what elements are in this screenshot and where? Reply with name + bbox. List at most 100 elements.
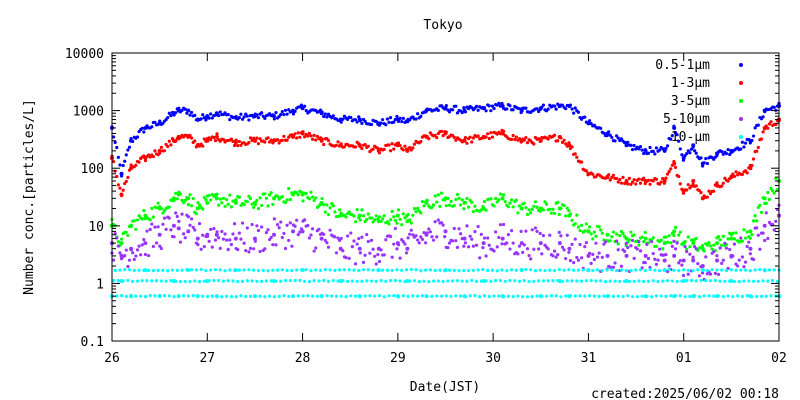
data-point [218, 246, 222, 250]
data-point [116, 155, 120, 159]
data-point [369, 122, 374, 127]
data-point [156, 268, 160, 273]
data-point [365, 279, 369, 283]
data-point [745, 171, 749, 175]
data-point [371, 220, 375, 224]
data-point [742, 145, 746, 149]
data-point [188, 113, 192, 117]
data-point [573, 152, 577, 156]
data-point [170, 110, 175, 115]
data-point [533, 226, 538, 230]
data-point [530, 207, 534, 211]
data-point [624, 143, 629, 148]
data-point [554, 255, 558, 259]
data-point [731, 254, 735, 258]
data-point [205, 200, 210, 205]
data-point [209, 227, 213, 231]
data-point [721, 181, 725, 185]
data-point [280, 138, 284, 142]
data-point [659, 180, 663, 184]
data-point [237, 268, 241, 272]
data-point [384, 238, 388, 242]
data-point [502, 222, 506, 227]
data-point [424, 268, 428, 272]
data-point [756, 145, 760, 150]
data-point [139, 253, 143, 257]
data-point [748, 246, 753, 251]
data-point [447, 203, 452, 207]
data-point [325, 203, 329, 207]
data-point [519, 140, 523, 144]
data-point [664, 294, 668, 298]
data-point [616, 294, 620, 298]
data-point [390, 268, 394, 273]
legend-marker [739, 81, 743, 85]
data-point [166, 144, 170, 149]
data-point [185, 196, 189, 200]
data-point [387, 120, 391, 124]
data-point [484, 208, 488, 212]
data-point [767, 220, 772, 225]
data-point [621, 231, 625, 236]
data-point [244, 249, 248, 253]
data-point [274, 243, 278, 247]
data-point [675, 279, 679, 284]
data-point [299, 103, 304, 107]
data-point [618, 177, 622, 182]
data-point [452, 268, 456, 272]
data-point [271, 232, 276, 237]
data-point [420, 200, 425, 204]
data-point [527, 253, 531, 258]
data-point [307, 236, 311, 240]
data-point [634, 182, 638, 186]
data-point [412, 142, 417, 146]
data-point [683, 239, 687, 244]
data-point [584, 279, 588, 283]
data-point [242, 241, 246, 245]
data-point [175, 268, 179, 272]
data-point [309, 233, 313, 237]
data-point [535, 229, 539, 233]
data-point [559, 206, 563, 210]
data-point [260, 279, 264, 283]
data-point [357, 268, 361, 273]
data-point [720, 261, 724, 265]
data-point [691, 145, 695, 149]
data-point [715, 254, 719, 258]
data-point [210, 245, 214, 249]
data-point [409, 228, 413, 232]
data-point [650, 240, 654, 244]
data-point [118, 268, 122, 272]
data-point [250, 222, 254, 227]
data-point [158, 151, 162, 155]
data-point [425, 198, 429, 202]
data-point [519, 207, 523, 211]
data-point [304, 108, 308, 113]
data-point [677, 139, 681, 143]
data-point [567, 250, 571, 254]
data-point [411, 233, 415, 237]
data-point [559, 234, 563, 238]
data-point [484, 109, 488, 113]
data-point [325, 294, 329, 298]
data-point [667, 264, 671, 268]
data-point [662, 268, 666, 272]
x-tick-label: 02 [771, 351, 787, 366]
data-point [237, 139, 241, 144]
data-point [592, 294, 596, 298]
data-point [600, 231, 604, 235]
data-point [287, 108, 291, 112]
data-point [648, 145, 652, 150]
data-point [330, 294, 334, 298]
data-point [720, 184, 724, 188]
data-point [506, 294, 510, 298]
data-point [134, 254, 138, 258]
data-point [196, 242, 200, 247]
data-point [126, 233, 130, 238]
data-point [182, 232, 186, 236]
data-point [567, 141, 571, 145]
data-point [665, 279, 670, 283]
data-point [428, 268, 432, 272]
data-point [201, 233, 205, 237]
data-point [610, 268, 614, 272]
